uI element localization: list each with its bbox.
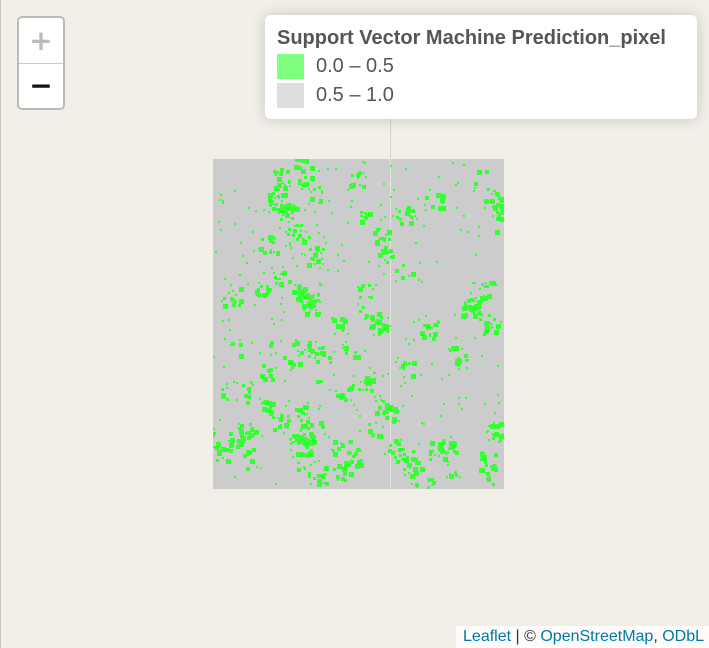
legend-swatch-0 [277, 54, 304, 79]
odbl-link[interactable]: ODbL [662, 628, 704, 645]
legend-label-1: 0.5 – 1.0 [316, 84, 394, 106]
attribution-comma: , [653, 628, 663, 645]
tile-seam [390, 118, 391, 160]
prediction-raster-image [213, 159, 504, 489]
legend-label-0: 0.0 – 0.5 [316, 55, 394, 77]
legend: Support Vector Machine Prediction_pixel … [265, 15, 697, 119]
legend-title: Support Vector Machine Prediction_pixel [277, 27, 666, 49]
legend-item: 0.5 – 1.0 [277, 83, 685, 108]
osm-link[interactable]: OpenStreetMap [540, 628, 654, 645]
attribution-separator: | © [511, 628, 541, 645]
zoom-control: + − [17, 16, 65, 110]
zoom-out-button[interactable]: − [19, 64, 63, 108]
legend-item: 0.0 – 0.5 [277, 54, 685, 79]
legend-swatch-1 [277, 83, 304, 108]
attribution: Leaflet | © OpenStreetMap, ODbL [456, 626, 709, 648]
leaflet-link[interactable]: Leaflet [463, 628, 512, 645]
prediction-raster [213, 159, 504, 489]
zoom-in-button[interactable]: + [19, 18, 63, 64]
